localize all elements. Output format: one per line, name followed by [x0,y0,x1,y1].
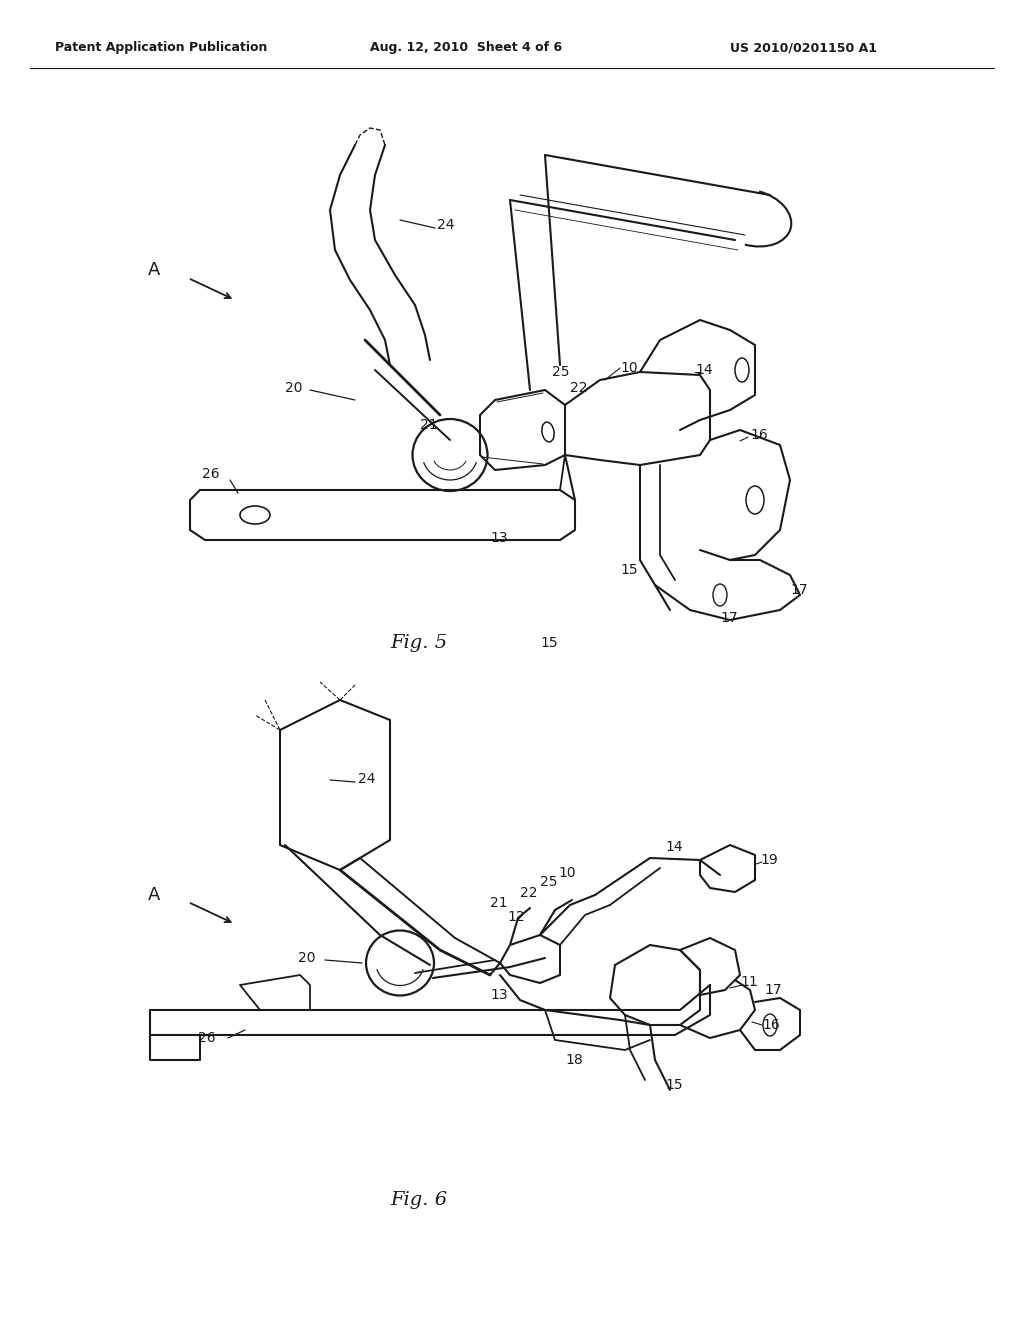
Text: 16: 16 [762,1018,779,1032]
Text: A: A [148,261,161,279]
Text: Patent Application Publication: Patent Application Publication [55,41,267,54]
Text: 21: 21 [420,418,437,432]
Text: 14: 14 [695,363,713,378]
Text: 19: 19 [760,853,778,867]
Text: 24: 24 [437,218,455,232]
Text: 26: 26 [202,467,219,480]
Text: 24: 24 [358,772,376,785]
Text: 14: 14 [665,840,683,854]
Text: US 2010/0201150 A1: US 2010/0201150 A1 [730,41,877,54]
Text: 21: 21 [490,896,508,909]
Text: 25: 25 [540,875,557,888]
Text: 20: 20 [298,950,315,965]
Text: 10: 10 [558,866,575,880]
Text: 10: 10 [620,360,638,375]
Text: Fig. 6: Fig. 6 [390,1191,447,1209]
Text: 15: 15 [540,636,558,649]
Text: 22: 22 [520,886,538,900]
Text: Aug. 12, 2010  Sheet 4 of 6: Aug. 12, 2010 Sheet 4 of 6 [370,41,562,54]
Text: 13: 13 [490,531,508,545]
Text: 26: 26 [198,1031,216,1045]
Text: 17: 17 [720,611,737,624]
Text: 25: 25 [552,366,569,379]
Text: 12: 12 [507,909,524,924]
Text: 17: 17 [790,583,808,597]
Text: 15: 15 [665,1078,683,1092]
Text: 13: 13 [490,987,508,1002]
Text: 16: 16 [750,428,768,442]
Text: 15: 15 [620,564,638,577]
Text: 17: 17 [764,983,781,997]
Text: 22: 22 [570,381,588,395]
Text: 20: 20 [285,381,302,395]
Text: A: A [148,886,161,904]
Text: 11: 11 [740,975,758,989]
Text: Fig. 5: Fig. 5 [390,634,447,652]
Text: 18: 18 [565,1053,583,1067]
